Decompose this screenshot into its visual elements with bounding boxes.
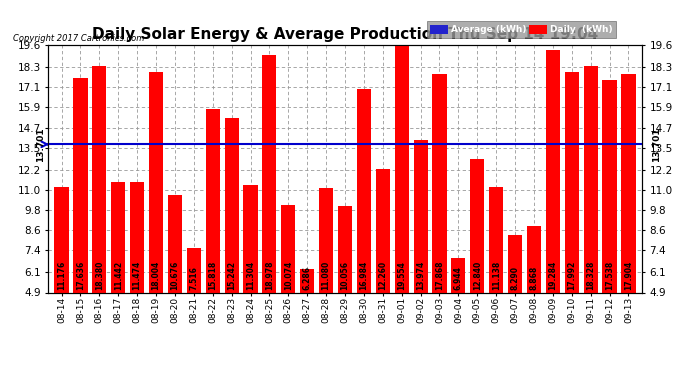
Bar: [187, 249, 201, 292]
Text: 7.516: 7.516: [189, 266, 198, 290]
Text: 15.818: 15.818: [208, 261, 217, 290]
Bar: [395, 46, 408, 292]
Bar: [262, 56, 277, 292]
Text: 17.992: 17.992: [567, 261, 576, 290]
Bar: [433, 74, 446, 292]
Text: 18.380: 18.380: [95, 261, 103, 290]
Bar: [564, 72, 579, 292]
Text: 8.290: 8.290: [511, 266, 520, 290]
Bar: [92, 66, 106, 292]
Bar: [300, 269, 314, 292]
Bar: [357, 89, 371, 292]
Text: 16.984: 16.984: [359, 261, 368, 290]
Text: 6.944: 6.944: [454, 266, 463, 290]
Text: 19.554: 19.554: [397, 261, 406, 290]
Text: 11.304: 11.304: [246, 261, 255, 290]
Bar: [622, 74, 635, 292]
Bar: [206, 109, 220, 292]
Bar: [55, 187, 68, 292]
Legend: Average (kWh), Daily  (kWh): Average (kWh), Daily (kWh): [426, 21, 616, 38]
Text: 17.538: 17.538: [605, 261, 614, 290]
Text: 12.260: 12.260: [378, 261, 387, 290]
Bar: [244, 184, 257, 292]
Bar: [130, 182, 144, 292]
Bar: [282, 206, 295, 292]
Bar: [508, 236, 522, 292]
Text: 17.904: 17.904: [624, 261, 633, 290]
Text: 15.242: 15.242: [227, 261, 236, 290]
Text: 11.138: 11.138: [492, 261, 501, 290]
Text: 10.676: 10.676: [170, 261, 179, 290]
Text: 12.840: 12.840: [473, 261, 482, 290]
Text: 13.974: 13.974: [416, 261, 425, 290]
Bar: [149, 72, 163, 292]
Text: 11.176: 11.176: [57, 261, 66, 290]
Bar: [168, 195, 182, 292]
Bar: [413, 140, 428, 292]
Bar: [111, 182, 126, 292]
Text: 13.701: 13.701: [652, 127, 661, 162]
Text: 17.636: 17.636: [76, 261, 85, 290]
Text: 19.284: 19.284: [549, 261, 558, 290]
Bar: [602, 80, 617, 292]
Bar: [451, 258, 466, 292]
Text: 10.056: 10.056: [340, 261, 350, 290]
Bar: [338, 206, 352, 292]
Text: 11.080: 11.080: [322, 261, 331, 290]
Text: 18.978: 18.978: [265, 261, 274, 290]
Bar: [470, 159, 484, 292]
Text: 8.868: 8.868: [529, 266, 538, 290]
Bar: [224, 118, 239, 292]
Text: 6.286: 6.286: [303, 266, 312, 290]
Text: 18.004: 18.004: [152, 261, 161, 290]
Text: 18.328: 18.328: [586, 261, 595, 290]
Text: Copyright 2017 Cartronics.com: Copyright 2017 Cartronics.com: [12, 33, 144, 42]
Bar: [73, 78, 88, 292]
Bar: [527, 226, 541, 292]
Text: 17.868: 17.868: [435, 261, 444, 290]
Title: Daily Solar Energy & Average Production Thu Sep 14 19:04: Daily Solar Energy & Average Production …: [92, 27, 598, 42]
Text: 10.074: 10.074: [284, 261, 293, 290]
Text: 11.442: 11.442: [114, 261, 123, 290]
Bar: [376, 169, 390, 292]
Text: 11.474: 11.474: [132, 261, 141, 290]
Text: 13.701: 13.701: [37, 127, 46, 162]
Bar: [489, 188, 503, 292]
Bar: [584, 66, 598, 292]
Bar: [319, 189, 333, 292]
Bar: [546, 50, 560, 292]
